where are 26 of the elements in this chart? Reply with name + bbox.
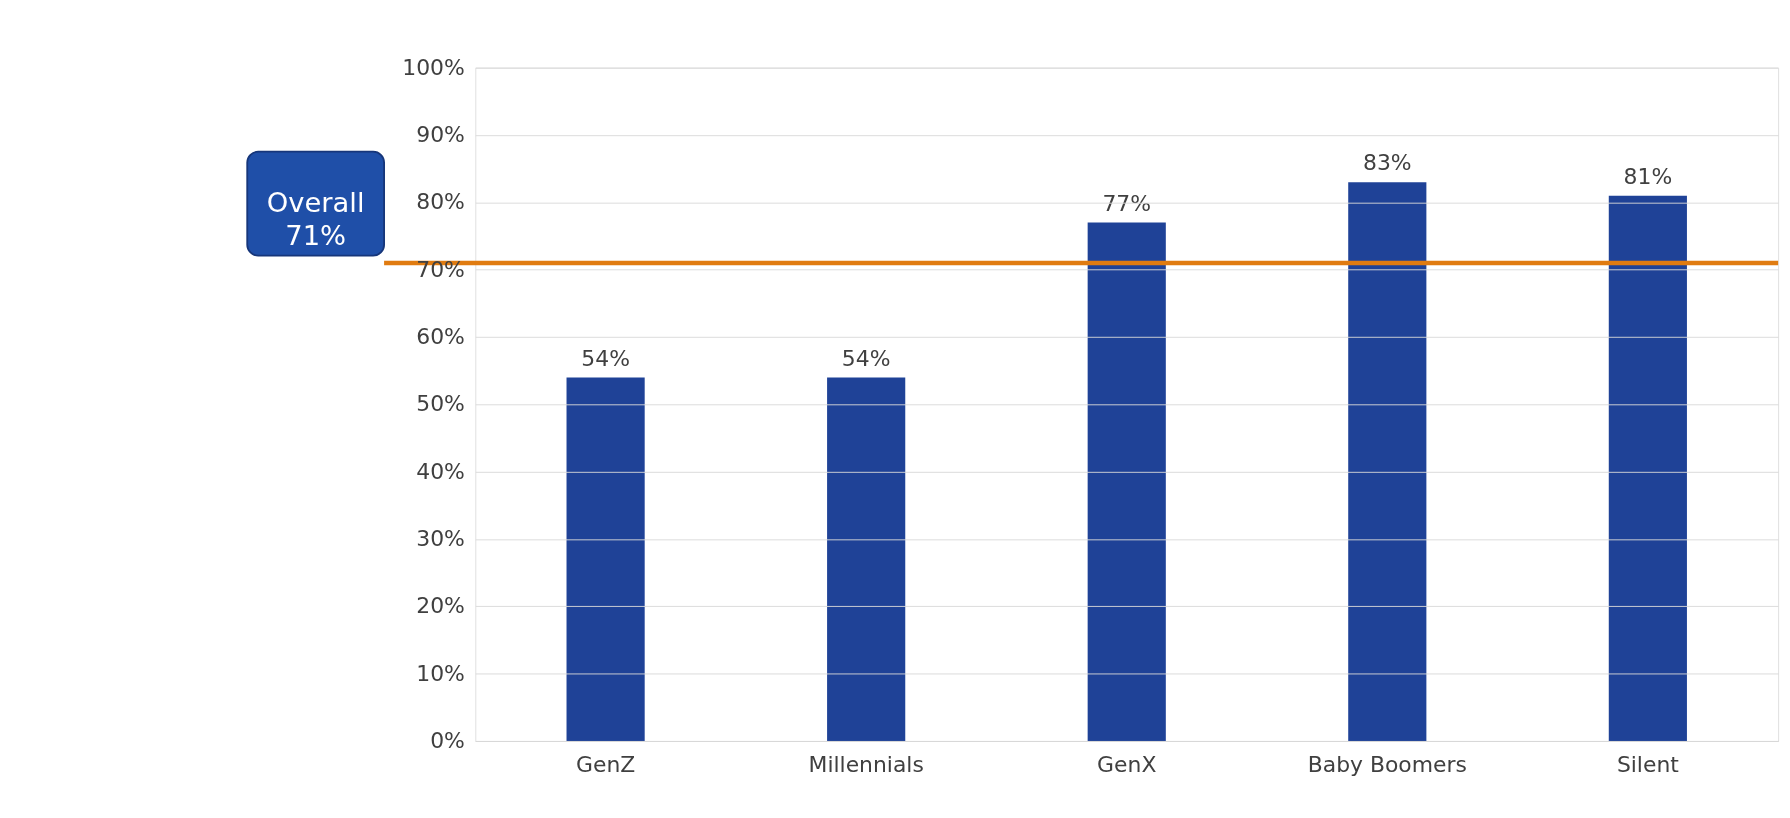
x-tick-label: GenX <box>1097 751 1157 777</box>
y-tick-label: 0% <box>430 727 465 753</box>
bar <box>1608 195 1687 741</box>
bar <box>566 377 645 741</box>
x-tick-label: Baby Boomers <box>1307 751 1467 777</box>
data-label: 54% <box>581 345 630 371</box>
data-label: 77% <box>1102 190 1152 216</box>
y-tick-label: 10% <box>416 660 465 686</box>
y-tick-label: 60% <box>416 323 465 349</box>
bar <box>1087 222 1166 741</box>
data-label: 83% <box>1362 150 1412 176</box>
data-label: 81% <box>1623 163 1673 189</box>
data-label: 54% <box>841 345 891 371</box>
y-tick-label: 80% <box>416 189 465 215</box>
y-tick-label: 90% <box>416 121 465 147</box>
x-tick-label: Silent <box>1616 751 1680 777</box>
y-tick-label: 20% <box>416 593 465 619</box>
y-tick-label: 50% <box>416 391 465 417</box>
x-tick-label: Millennials <box>808 751 924 777</box>
y-tick-label: 100% <box>402 54 465 80</box>
y-tick-label: 30% <box>416 525 465 551</box>
x-tick-label: GenZ <box>575 751 636 777</box>
ref-line-label: Overall 71% <box>266 186 365 251</box>
bar <box>1348 182 1427 741</box>
bar <box>827 377 906 741</box>
y-tick-label: 40% <box>416 458 465 484</box>
